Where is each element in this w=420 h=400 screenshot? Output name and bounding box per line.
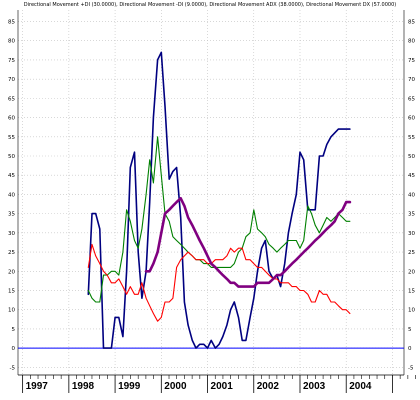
y-tick-label-right: 15	[408, 288, 415, 294]
y-tick-label-right: 60	[408, 116, 415, 122]
series-line-plus_di	[87, 136, 351, 303]
y-tick-label-right: 5	[408, 327, 412, 333]
y-tick-label-left: -5	[10, 365, 16, 371]
y-tick-label-left: 60	[8, 116, 15, 122]
y-tick-label-left: 45	[8, 173, 15, 179]
y-tick-label-right: 20	[408, 269, 415, 275]
y-tick-label-left: 35	[8, 212, 15, 218]
x-tick-label: 2002	[257, 381, 280, 392]
y-tick-label-right: 65	[408, 96, 415, 102]
y-tick-label-right: 50	[408, 154, 415, 160]
y-tick-label-right: 85	[408, 20, 415, 26]
y-tick-label-left: 30	[8, 231, 15, 237]
y-tick-label-right: 35	[408, 212, 415, 218]
y-tick-label-right: 55	[408, 135, 415, 141]
y-tick-label-right: 30	[408, 231, 415, 237]
y-tick-label-left: 10	[8, 308, 15, 314]
grid	[18, 10, 404, 375]
y-tick-label-left: 55	[8, 135, 15, 141]
x-tick-label: 2000	[164, 381, 187, 392]
series-line-minus_di	[87, 243, 351, 322]
y-tick-label-right: 45	[408, 173, 415, 179]
x-tick-label: 1998	[72, 381, 95, 392]
y-tick-label-right: 70	[408, 77, 415, 83]
y-tick-label-right: 10	[408, 308, 415, 314]
x-tick-label: 2001	[211, 381, 234, 392]
y-tick-label-right: 0	[408, 346, 412, 352]
x-tick-label: 2003	[303, 381, 326, 392]
y-tick-label-left: 15	[8, 288, 15, 294]
y-tick-label-left: 80	[8, 39, 15, 45]
y-tick-label-left: 85	[8, 20, 15, 26]
y-tick-label-left: 65	[8, 96, 15, 102]
series-line-dx	[87, 51, 351, 349]
x-tick-label: 1999	[118, 381, 141, 392]
y-tick-label-left: 25	[8, 250, 15, 256]
y-tick-label-left: 70	[8, 77, 15, 83]
y-tick-label-left: 40	[8, 192, 15, 198]
y-tick-label-left: 50	[8, 154, 15, 160]
series-group	[87, 51, 352, 349]
y-tick-label-left: 75	[8, 58, 15, 64]
y-tick-label-right: 80	[408, 39, 415, 45]
y-tick-label-right: 75	[408, 58, 415, 64]
x-tick-label: 1997	[26, 381, 49, 392]
series-line-adx	[144, 197, 352, 288]
y-tick-label-left: 20	[8, 269, 15, 275]
y-tick-label-right: 40	[408, 192, 415, 198]
y-tick-label-right: 25	[408, 250, 415, 256]
y-tick-label-right: -5	[408, 365, 414, 371]
x-tick-label: 2004	[349, 381, 372, 392]
axes	[17, 10, 416, 393]
chart-title: Directional Movement +DI (30.0000), Dire…	[24, 2, 397, 8]
y-tick-label-left: 5	[12, 327, 16, 333]
y-tick-label-left: 0	[12, 346, 16, 352]
